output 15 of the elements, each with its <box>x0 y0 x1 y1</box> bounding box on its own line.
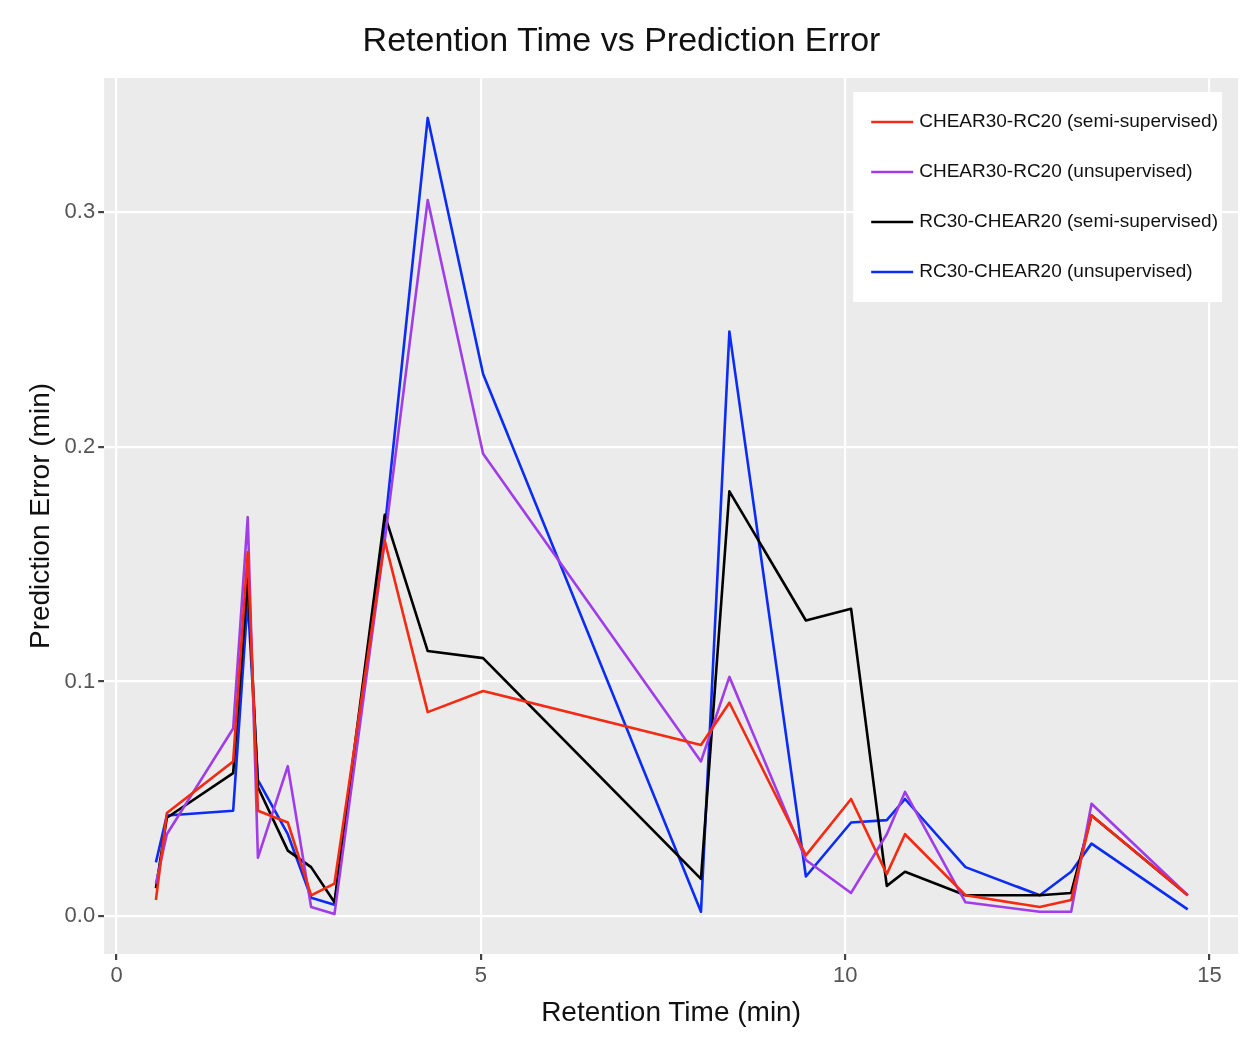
chart-title: Retention Time vs Prediction Error <box>361 20 882 59</box>
legend-label: RC30-CHEAR20 (unsupervised) <box>919 260 1193 282</box>
x-tick-label: 10 <box>833 962 858 988</box>
legend-label: RC30-CHEAR20 (semi-supervised) <box>919 210 1219 232</box>
legend-label: CHEAR30-RC20 (unsupervised) <box>919 160 1193 182</box>
x-tick-label: 5 <box>474 962 488 988</box>
x-tick-label: 15 <box>1197 962 1222 988</box>
y-tick-label: 0.2 <box>64 432 96 458</box>
y-axis-title: Prediction Error (min) <box>23 382 55 650</box>
x-tick-label: 0 <box>110 962 123 988</box>
legend-label: CHEAR30-RC20 (semi-supervised) <box>919 110 1219 132</box>
y-tick-label: 0.1 <box>64 667 96 693</box>
x-axis-title: Retention Time (min) <box>541 995 802 1027</box>
y-tick-label: 0.3 <box>64 197 96 223</box>
y-tick-label: 0.0 <box>64 902 96 928</box>
